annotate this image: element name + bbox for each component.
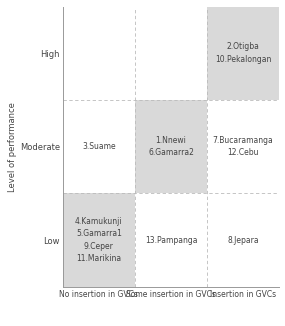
Text: 7.Bucaramanga
12.Cebu: 7.Bucaramanga 12.Cebu	[213, 136, 274, 157]
Text: 4.Kamukunji
5.Gamarra1
9.Ceper
11.Marikina: 4.Kamukunji 5.Gamarra1 9.Ceper 11.Mariki…	[75, 217, 123, 263]
Bar	[207, 7, 279, 100]
Bar	[63, 100, 135, 193]
Text: 2.Otigba
10.Pekalongan: 2.Otigba 10.Pekalongan	[215, 42, 271, 64]
Bar	[207, 193, 279, 287]
Text: 13.Pampanga: 13.Pampanga	[145, 236, 197, 244]
Bar	[63, 193, 135, 287]
Y-axis label: Level of performance: Level of performance	[8, 102, 17, 192]
Bar	[207, 100, 279, 193]
Bar	[63, 7, 135, 100]
Bar	[135, 193, 207, 287]
Text: 1.Nnewi
6.Gamarra2: 1.Nnewi 6.Gamarra2	[148, 136, 194, 157]
Text: 8.Jepara: 8.Jepara	[227, 236, 259, 244]
Text: 3.Suame: 3.Suame	[82, 142, 116, 151]
Bar	[135, 7, 207, 100]
Bar	[135, 100, 207, 193]
